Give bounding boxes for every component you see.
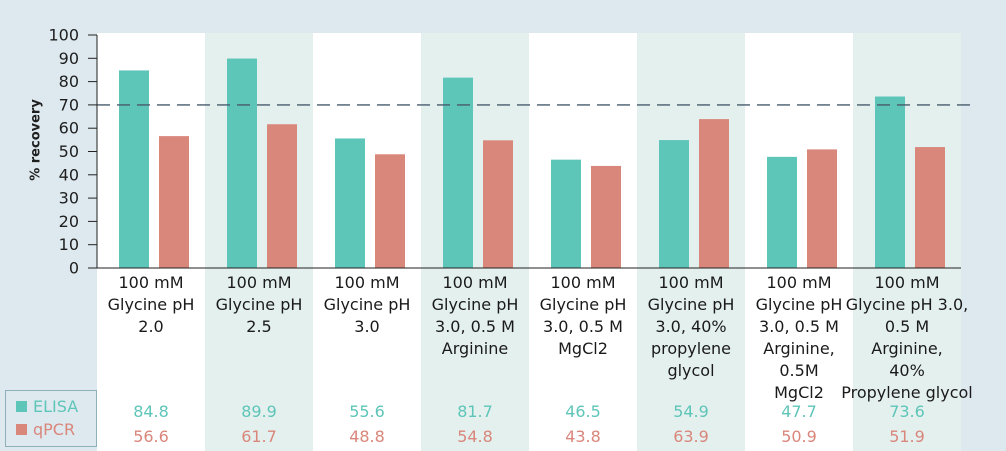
value-elisa-5: 46.5 xyxy=(565,402,601,421)
legend: ELISA qPCR xyxy=(5,390,97,447)
y-tick-label: 50 xyxy=(59,142,79,161)
bars xyxy=(119,58,945,269)
bar-qpcr-3 xyxy=(375,154,405,268)
y-axis-label: % recovery xyxy=(29,99,44,181)
y-tick-label: 30 xyxy=(59,189,79,208)
category-label-1: 100 mM Glycine pH 2.0 xyxy=(107,273,195,336)
bar-qpcr-6 xyxy=(699,119,729,268)
value-qpcr-1: 56.6 xyxy=(133,427,169,446)
bar-qpcr-2 xyxy=(267,124,297,268)
y-tick-label: 70 xyxy=(59,95,79,114)
bar-elisa-5 xyxy=(551,159,581,268)
legend-item-qpcr: qPCR xyxy=(16,418,75,440)
bar-elisa-6 xyxy=(659,140,689,268)
y-tick-label: 100 xyxy=(48,26,79,45)
value-elisa-2: 89.9 xyxy=(241,402,277,421)
legend-label-qpcr: qPCR xyxy=(33,419,76,439)
bar-elisa-3 xyxy=(335,138,365,268)
category-label-2: 100 mM Glycine pH 2.5 xyxy=(215,273,303,336)
y-tick-label: 0 xyxy=(69,259,79,278)
value-elisa-8: 73.6 xyxy=(889,402,925,421)
value-qpcr-6: 63.9 xyxy=(673,427,709,446)
bar-elisa-1 xyxy=(119,70,149,268)
value-qpcr-4: 54.8 xyxy=(457,427,493,446)
bar-elisa-2 xyxy=(227,58,257,268)
bar-elisa-7 xyxy=(767,156,797,268)
axes: 0 10 20 30 40 50 60 70 80 90 100 xyxy=(48,26,961,278)
value-elisa-4: 81.7 xyxy=(457,402,493,421)
value-qpcr-8: 51.9 xyxy=(889,427,925,446)
value-elisa-7: 47.7 xyxy=(781,402,817,421)
category-label-8: 100 mM Glycine pH 3.0, 0.5 M Arginine, 4… xyxy=(841,273,973,402)
value-elisa-3: 55.6 xyxy=(349,402,385,421)
bar-elisa-4 xyxy=(443,77,473,268)
legend-swatch-elisa xyxy=(16,400,27,412)
value-qpcr-3: 48.8 xyxy=(349,427,385,446)
value-qpcr-7: 50.9 xyxy=(781,427,817,446)
bar-qpcr-5 xyxy=(591,165,621,268)
legend-item-elisa: ELISA xyxy=(16,395,78,417)
value-elisa-6: 54.9 xyxy=(673,402,709,421)
y-tick-label: 40 xyxy=(59,165,79,184)
y-tick-label: 60 xyxy=(59,119,79,138)
category-label-7: 100 mM Glycine pH 3.0, 0.5 M Arginine, 0… xyxy=(755,273,843,402)
value-qpcr-5: 43.8 xyxy=(565,427,601,446)
category-label-5: 100 mM Glycine pH 3.0, 0.5 M MgCl2 xyxy=(539,273,627,358)
category-label-4: 100 mM Glycine pH 3.0, 0.5 M Arginine xyxy=(431,273,519,358)
value-elisa-1: 84.8 xyxy=(133,402,169,421)
category-label-6: 100 mM Glycine pH 3.0, 40% propylene gly… xyxy=(647,273,735,380)
y-tick-label: 80 xyxy=(59,72,79,91)
bar-qpcr-7 xyxy=(807,149,837,268)
category-label-3: 100 mM Glycine pH 3.0 xyxy=(323,273,411,336)
y-tick-label: 10 xyxy=(59,235,79,254)
bar-qpcr-8 xyxy=(915,147,945,268)
y-tick-label: 90 xyxy=(59,49,79,68)
legend-swatch-qpcr xyxy=(16,423,27,435)
bar-qpcr-1 xyxy=(159,136,189,268)
bar-qpcr-4 xyxy=(483,140,513,268)
bar-elisa-8 xyxy=(875,96,905,269)
legend-label-elisa: ELISA xyxy=(33,396,79,416)
value-qpcr-2: 61.7 xyxy=(241,427,277,446)
y-tick-label: 20 xyxy=(59,212,79,231)
